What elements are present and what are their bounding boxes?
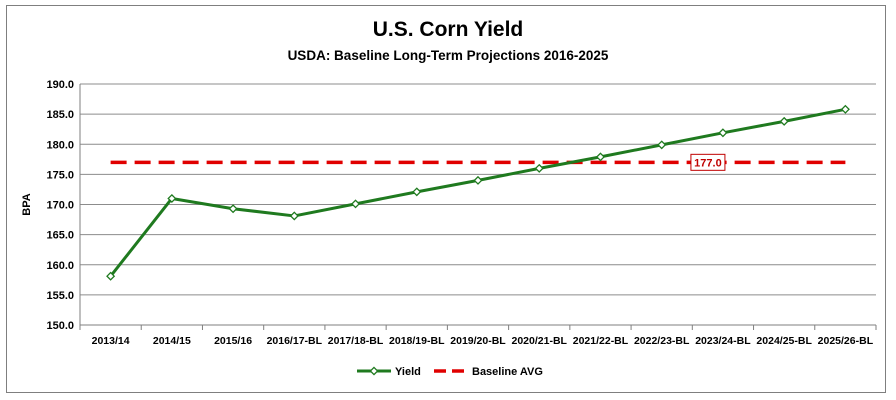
y-axis-label: BPA: [21, 193, 33, 215]
x-tick-label: 2019/20-BL: [450, 335, 506, 347]
data-point-yield: [228, 204, 238, 214]
y-tick-label: 165.0: [46, 230, 74, 242]
y-tick-label: 180.0: [46, 139, 74, 151]
data-point-yield: [595, 152, 605, 162]
y-tick-label: 160.0: [46, 260, 74, 272]
annotation-box: [690, 153, 726, 171]
legend: Yield Baseline AVG: [357, 366, 543, 378]
x-tick-label: 2014/15: [153, 335, 191, 347]
data-point-yield: [106, 271, 116, 281]
data-point-yield: [473, 175, 483, 185]
gridlines: [80, 83, 876, 326]
annotations: 177.0: [690, 153, 726, 171]
y-tick-label: 175.0: [46, 169, 74, 181]
legend-marker-yield: [369, 366, 379, 376]
data-point-yield: [840, 104, 850, 114]
x-tick-label: 2021/22-BL: [573, 335, 629, 347]
y-tick-label: 185.0: [46, 109, 74, 121]
data-point-yield: [412, 187, 422, 197]
data-point-yield: [534, 163, 544, 173]
y-tick-label: 150.0: [46, 320, 74, 332]
data-point-yield: [657, 140, 667, 150]
y-tick-label: 190.0: [46, 79, 74, 91]
data-point-yield: [351, 199, 361, 209]
chart-title: U.S. Corn Yield: [372, 18, 524, 41]
x-tick-label: 2016/17-BL: [267, 335, 323, 347]
x-tick-label: 2023/24-BL: [695, 335, 751, 347]
x-tick-label: 2017/18-BL: [328, 335, 384, 347]
x-axis-ticks: 2013/14 2014/15 2015/16 2016/17-BL 2017/18-B…: [79, 325, 877, 347]
y-tick-label: 170.0: [46, 200, 74, 212]
legend-label-yield: Yield: [395, 366, 421, 378]
series-layer: [106, 104, 850, 281]
y-tick-label: 155.0: [46, 290, 74, 302]
data-point-yield: [289, 211, 299, 221]
x-tick-label: 2024/25-BL: [756, 335, 812, 347]
legend-label-baseline-avg: Baseline AVG: [472, 366, 543, 378]
x-tick-label: 2025/26-BL: [818, 335, 874, 347]
annotation-label: 177.0: [694, 157, 722, 169]
data-point-yield: [167, 193, 177, 203]
series-line-yield: [109, 107, 846, 278]
x-tick-label: 2020/21-BL: [512, 335, 568, 347]
x-tick-label: 2022/23-BL: [634, 335, 690, 347]
x-tick-label: 2015/16: [214, 335, 252, 347]
chart-subtitle: USDA: Baseline Long-Term Projections 201…: [287, 48, 609, 63]
x-tick-label: 2013/14: [92, 335, 130, 347]
y-axis-ticks: 150.0 155.0 160.0 165.0 170.0 175.0 180.0 185.0…: [46, 79, 74, 332]
x-tick-label: 2018/19-BL: [389, 335, 445, 347]
axes: [79, 84, 876, 326]
data-point-yield: [779, 116, 789, 126]
data-point-yield: [718, 128, 728, 138]
chart-frame: [6, 5, 886, 393]
